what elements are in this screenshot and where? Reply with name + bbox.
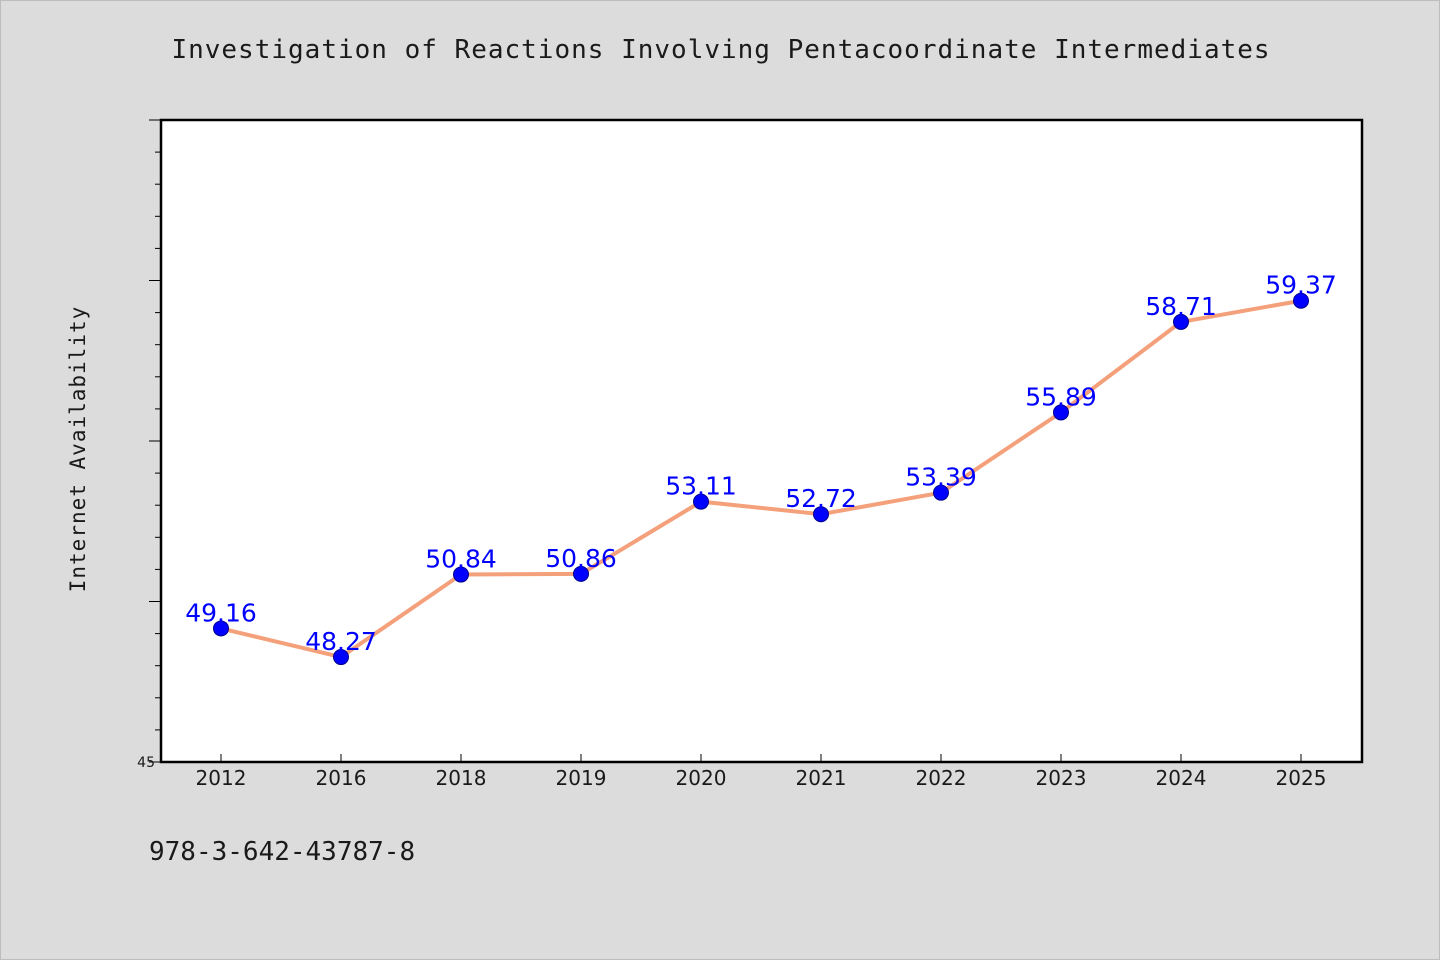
x-tick-label: 2024 [1156,766,1207,790]
x-tick-label: 2022 [916,766,967,790]
x-tick-label: 2012 [196,766,247,790]
data-point [693,493,709,510]
plot-area [159,118,1364,764]
series-line [219,298,1303,660]
x-tick-label: 2021 [796,766,847,790]
data-label: 52.72 [785,484,857,513]
x-tick-label: 2020 [676,766,727,790]
data-label: 58.71 [1145,292,1217,321]
chart-title: Investigation of Reactions Involving Pen… [171,35,1271,65]
series-group: 49.16 48.27 50.84 50.86 53.11 52.72 53.39 55.89… [185,271,1337,666]
isbn-code: 978-3-642-43787-8 [149,837,416,867]
x-tick-label: 2025 [1276,766,1327,790]
x-tick-label: 2016 [316,766,367,790]
x-tick-label: 2018 [436,766,487,790]
data-label: 49.16 [185,598,257,627]
y-axis-ticks: 45 [137,119,161,771]
data-label: 59.37 [1265,271,1337,300]
data-point [453,566,469,583]
data-point [573,565,589,582]
data-point [933,484,949,501]
data-label: 48.27 [305,627,377,656]
data-point [813,506,829,523]
y-tick-label: 45 [137,755,155,771]
data-label: 50.86 [545,544,617,573]
y-axis-label: Internet Availability [66,306,90,593]
data-point [333,649,349,666]
data-label: 55.89 [1025,382,1097,411]
x-tick-label: 2019 [556,766,607,790]
data-point [213,620,229,637]
data-label: 50.84 [425,545,497,574]
x-axis-ticks: 2012 2016 2018 2019 2020 2021 2022 2023 2024 2025 [196,754,1327,790]
data-point [1173,313,1189,330]
data-label: 53.11 [665,472,737,501]
data-label: 53.39 [905,463,977,492]
x-tick-label: 2023 [1036,766,1087,790]
data-point [1293,292,1309,309]
data-point [1053,404,1069,421]
